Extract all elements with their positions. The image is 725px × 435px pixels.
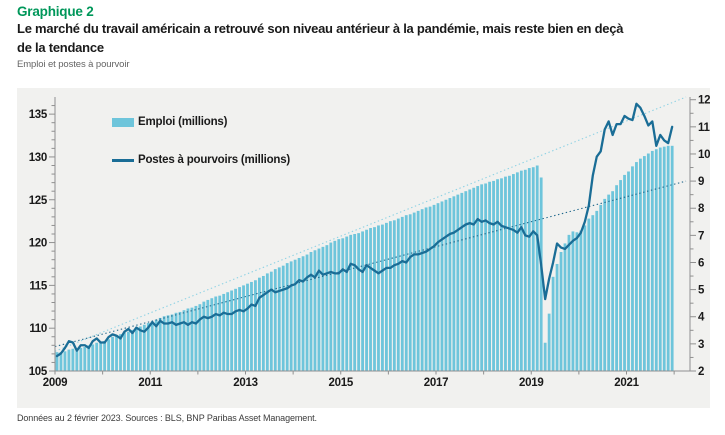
- chart-title-line2: de la tendance: [17, 39, 104, 55]
- svg-text:110: 110: [29, 323, 47, 335]
- svg-text:2009: 2009: [43, 377, 67, 389]
- svg-text:2013: 2013: [233, 377, 257, 389]
- svg-text:8: 8: [698, 203, 705, 215]
- chart-panel: 105 110 115 120 125 130 135 2 3 4 5 6 7 8 9 10 11 12 2009 2…: [17, 88, 710, 408]
- svg-text:4: 4: [698, 312, 705, 324]
- legend-label-postes: Postes à pourvoirs (millions): [138, 154, 291, 166]
- emploi-trend-line: [54, 96, 687, 352]
- postes-line: [55, 102, 674, 358]
- postes-swatch-icon: [112, 158, 134, 162]
- svg-text:2011: 2011: [138, 377, 163, 389]
- svg-text:105: 105: [29, 366, 48, 378]
- chart-caption: Emploi et postes à pourvoir: [17, 59, 130, 70]
- svg-text:115: 115: [29, 280, 48, 292]
- chart-kicker: Graphique 2: [17, 4, 94, 19]
- svg-text:9: 9: [698, 176, 704, 188]
- legend-item-emploi: Emploi (millions): [112, 116, 227, 128]
- svg-text:130: 130: [29, 152, 47, 164]
- legend-label-emploi: Emploi (millions): [138, 116, 228, 128]
- svg-text:5: 5: [698, 285, 705, 297]
- emploi-bars: [55, 145, 674, 372]
- source-note: Données au 2 février 2023. Sources : BLS…: [17, 413, 317, 423]
- svg-text:2021: 2021: [614, 377, 639, 389]
- postes-trend-line: [54, 180, 687, 348]
- svg-text:135: 135: [29, 109, 48, 121]
- axes: [49, 97, 696, 375]
- svg-text:7: 7: [698, 230, 704, 242]
- legend-item-postes: Postes à pourvoirs (millions): [112, 154, 290, 166]
- svg-text:125: 125: [29, 195, 48, 207]
- svg-text:2015: 2015: [329, 377, 354, 389]
- svg-text:10: 10: [698, 149, 710, 161]
- svg-text:12: 12: [698, 95, 710, 107]
- svg-text:11: 11: [698, 122, 710, 134]
- svg-text:120: 120: [29, 238, 47, 250]
- svg-text:3: 3: [698, 339, 704, 351]
- chart-title: Le marché du travail américain a retrouv…: [17, 20, 719, 57]
- svg-text:2017: 2017: [424, 377, 448, 389]
- svg-text:2019: 2019: [519, 377, 543, 389]
- emploi-swatch-icon: [112, 117, 134, 127]
- chart-title-line1: Le marché du travail américain a retrouv…: [17, 21, 624, 36]
- svg-text:6: 6: [698, 257, 704, 269]
- chart-svg: 105 110 115 120 125 130 135 2 3 4 5 6 7 8 9 10 11 12 2009 2…: [29, 95, 710, 389]
- svg-text:2: 2: [698, 366, 704, 378]
